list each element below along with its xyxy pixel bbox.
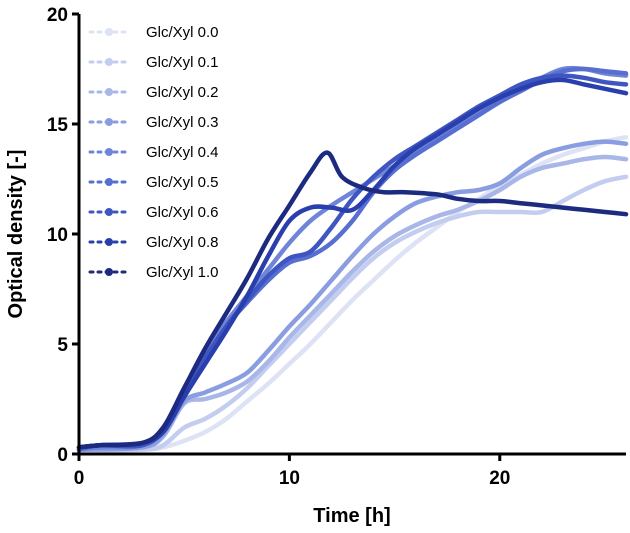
legend-marker	[105, 88, 113, 96]
y-tick-label: 5	[57, 335, 68, 356]
legend-marker	[105, 208, 113, 216]
series-line-0	[76, 134, 629, 455]
y-tick-label: 0	[57, 445, 68, 466]
legend-label: Glc/Xyl 0.5	[146, 174, 219, 191]
legend-item: Glc/Xyl 0.1	[88, 54, 219, 71]
legend-item: Glc/Xyl 1.0	[88, 264, 219, 281]
legend-label: Glc/Xyl 0.4	[146, 144, 219, 161]
legend-label: Glc/Xyl 0.8	[146, 234, 219, 251]
x-tick-label: 20	[489, 468, 510, 489]
legend-item: Glc/Xyl 0.5	[88, 174, 219, 191]
series-layer	[76, 65, 629, 455]
series-line-2	[76, 154, 629, 452]
legend-marker	[105, 28, 113, 36]
y-tick-label: 10	[47, 225, 68, 246]
legend-item: Glc/Xyl 0.6	[88, 204, 219, 221]
legend-label: Glc/Xyl 0.6	[146, 204, 219, 221]
legend-label: Glc/Xyl 0.0	[146, 24, 219, 41]
legend-item: Glc/Xyl 0.4	[88, 144, 219, 161]
legend-item: Glc/Xyl 0.3	[88, 114, 219, 131]
legend-label: Glc/Xyl 0.1	[146, 54, 219, 71]
y-axis-label: Optical density [-]	[5, 150, 27, 319]
y-tick-label: 15	[47, 115, 69, 136]
legend-label: Glc/Xyl 0.3	[146, 114, 219, 131]
series-line-8	[76, 150, 629, 450]
legend-marker	[105, 118, 113, 126]
legend-marker	[105, 178, 113, 186]
series-line-6	[76, 73, 629, 450]
legend-label: Glc/Xyl 1.0	[146, 264, 219, 281]
x-axis-label: Time [h]	[313, 505, 390, 527]
series-line-3	[76, 139, 629, 452]
legend-label: Glc/Xyl 0.2	[146, 84, 219, 101]
x-tick-label: 10	[279, 468, 300, 489]
x-tick-label: 0	[74, 468, 85, 489]
legend-marker	[105, 148, 113, 156]
y-tick-label: 20	[47, 5, 68, 26]
legend-marker	[105, 58, 113, 66]
series-line-1	[76, 174, 629, 453]
legend-item: Glc/Xyl 0.2	[88, 84, 219, 101]
ticks-layer: 0 5 10 15 20 0 10 20	[47, 5, 510, 489]
series-line-7	[76, 77, 629, 450]
legend-marker	[105, 268, 113, 276]
legend-item: Glc/Xyl 0.0	[88, 24, 219, 41]
legend-item: Glc/Xyl 0.8	[88, 234, 219, 251]
legend-marker	[105, 238, 113, 246]
legend: Glc/Xyl 0.0 Glc/Xyl 0.1 Glc/Xyl 0.2 Glc/Xyl…	[88, 24, 219, 281]
